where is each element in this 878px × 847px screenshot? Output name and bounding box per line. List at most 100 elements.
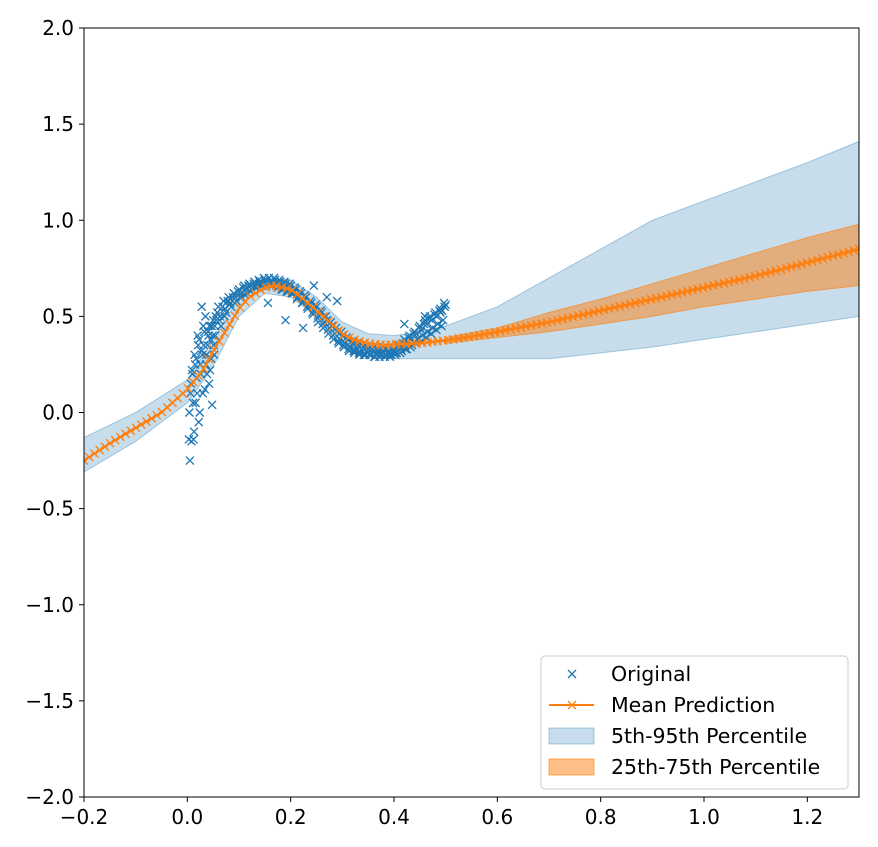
mean-prediction-marker [121,429,131,439]
original-point [197,302,207,312]
original-point [385,352,395,362]
mean-prediction-marker [115,432,125,442]
mean-prediction-marker [584,308,593,318]
original-point [195,408,205,417]
y-tick-label: 0.5 [42,304,74,328]
original-point [215,311,225,321]
legend-mean-marker-icon [567,700,577,710]
mean-prediction-marker [651,293,661,303]
y-tick-label: −0.5 [25,497,74,521]
original-point [281,315,290,325]
original-point [437,321,446,331]
mean-prediction-marker [802,258,812,268]
original-point [189,427,199,437]
mean-prediction-marker [708,280,718,290]
original-point [332,296,342,306]
mean-prediction-marker [682,286,692,296]
original-point [241,285,251,294]
original-point [344,346,354,356]
mean-prediction-marker [95,445,105,455]
mean-prediction-marker [740,274,750,283]
mean-prediction-marker [219,328,229,338]
original-point [192,388,202,398]
mean-prediction-marker [199,364,209,374]
original-point [399,319,409,329]
mean-prediction-marker [667,290,677,300]
original-point [200,311,210,321]
original-point [251,279,261,289]
original-point [246,281,256,291]
legend: Original Mean Prediction 5th-95th Percenti… [540,655,849,790]
x-tick-label: 0.8 [585,805,617,829]
mean-prediction-marker [271,281,281,291]
mean-prediction-marker [646,294,656,304]
mean-prediction-marker [672,289,682,299]
mean-prediction-marker [568,312,578,322]
mean-prediction-marker [552,315,562,325]
original-point [373,344,382,354]
original-point [439,298,449,308]
original-point [308,309,318,319]
y-tick-label: −1.0 [25,593,74,617]
original-point [365,350,375,360]
mean-prediction-marker [245,292,255,301]
x-tick-label: 0.6 [481,805,513,829]
mean-prediction-marker [214,336,224,346]
mean-prediction-marker [604,304,614,314]
legend-label: 25th-75th Percentile [611,755,820,779]
mean-prediction-marker [641,296,651,306]
band-25-75-area [445,223,859,344]
original-point [204,379,214,389]
mean-prediction-marker [797,259,807,269]
mean-prediction-marker [807,256,817,266]
y-tick-label: 1.0 [42,208,74,232]
mean-prediction-marker [615,301,625,311]
mean-prediction-marker [786,262,796,272]
mean-prediction-marker [636,297,646,307]
mean-prediction-marker [547,316,557,326]
mean-prediction-marker [771,266,781,276]
original-point [200,384,210,394]
mean-prediction-marker [594,306,604,316]
x-tick-label: 1.2 [791,805,823,829]
original-point [391,348,401,358]
original-point [187,365,197,375]
mean-prediction-marker [147,413,157,423]
mean-prediction-marker [89,449,99,459]
legend-original-icon [567,669,577,679]
mean-prediction-marker [204,354,214,364]
original-point [185,456,195,466]
mean-prediction-marker [844,247,854,257]
y-tick-label: −2.0 [25,785,74,809]
mean-prediction-marker [344,333,354,343]
x-tick-label: 0.4 [378,805,410,829]
original-point [191,398,201,408]
mean-prediction-marker [818,254,828,264]
mean-prediction-marker [136,420,146,430]
mean-prediction-marker [287,286,297,295]
original-point [269,273,279,283]
mean-prediction-marker [573,311,583,321]
mean-prediction-marker [833,250,843,259]
original-point [184,434,194,444]
original-point [210,331,220,341]
original-point [197,350,207,360]
mean-prediction-marker [620,300,630,310]
x-tick-label: 0.2 [275,805,307,829]
original-point [207,321,217,331]
mean-prediction-marker [542,318,552,327]
original-point [422,319,432,329]
mean-prediction-marker [838,248,848,258]
mean-prediction-marker [828,251,838,261]
original-point [334,338,344,348]
mean-prediction-marker [360,338,370,347]
mean-prediction-marker [688,285,698,295]
original-point [440,302,450,312]
mean-prediction-marker [141,417,151,426]
x-tick-label: −0.2 [60,805,109,829]
original-point [210,321,220,331]
original-point [207,400,217,410]
mean-prediction-marker [277,282,287,292]
mean-prediction-marker [251,288,261,298]
axes: −0.2 0.0 0.2 0.4 0.6 0.8 1.0 1.2 2.0 1.5 1.0 0.5 0.0… [25,16,860,829]
